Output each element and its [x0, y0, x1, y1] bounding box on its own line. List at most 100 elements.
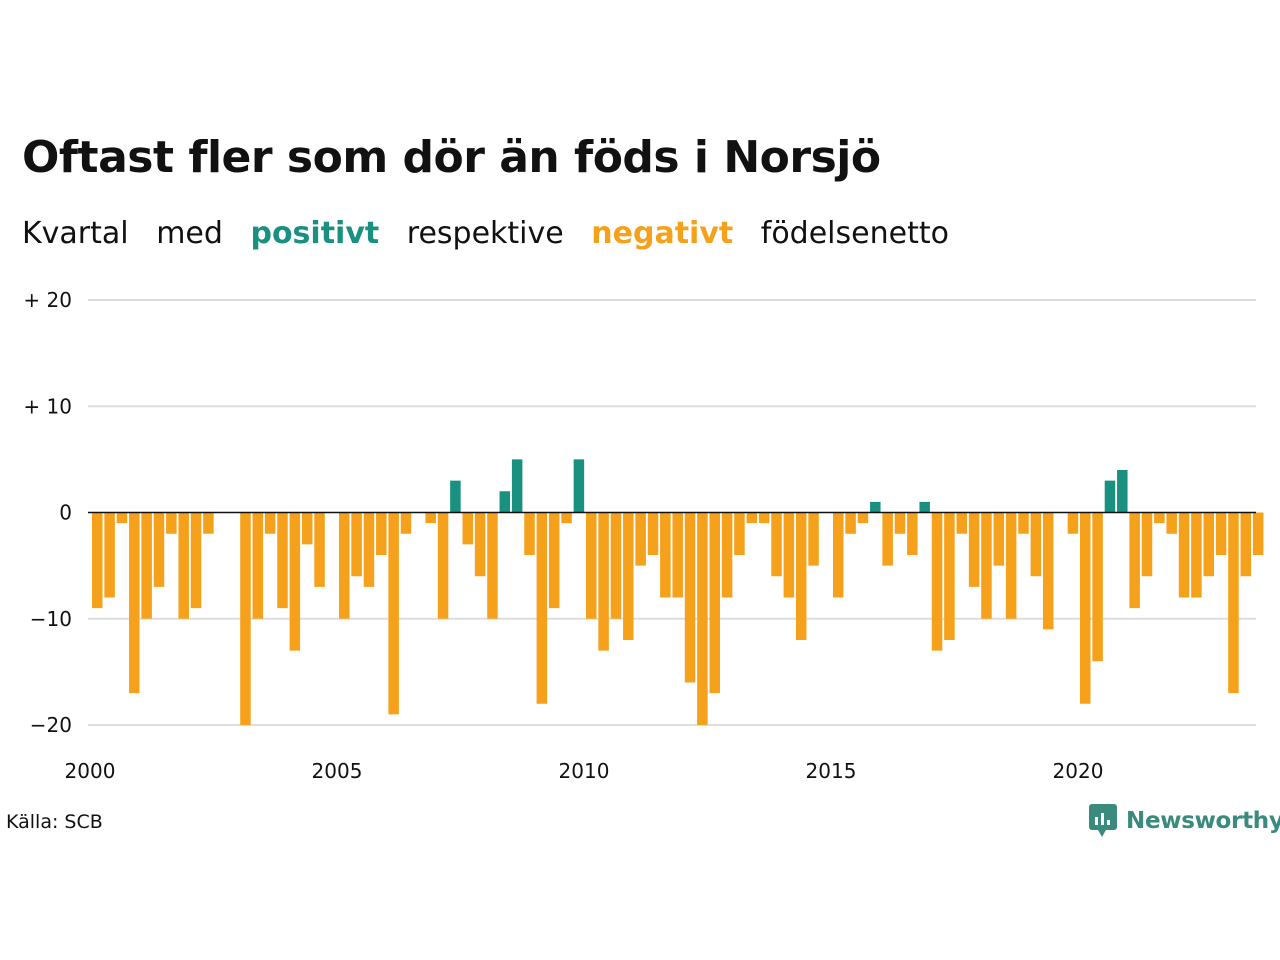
source-label: Källa: SCB	[6, 811, 103, 833]
bar	[536, 512, 548, 704]
bar	[203, 512, 214, 534]
bar	[870, 501, 881, 513]
bar	[795, 512, 807, 640]
bar	[981, 512, 992, 619]
subtitle-word: med	[156, 216, 223, 251]
bar	[857, 512, 869, 524]
bar	[1203, 512, 1214, 577]
y-tick-label: + 10	[23, 394, 72, 418]
bar	[907, 512, 918, 555]
bar	[314, 512, 325, 587]
bar	[1191, 512, 1202, 598]
bar	[610, 512, 622, 619]
bar	[1166, 512, 1177, 534]
bar	[240, 512, 251, 725]
bar	[833, 512, 844, 598]
bar	[178, 512, 189, 619]
x-tick-label: 2010	[559, 759, 610, 783]
bar	[524, 512, 535, 555]
bar	[190, 512, 202, 609]
bar	[746, 512, 758, 524]
subtitle-word: födelsenetto	[760, 216, 949, 251]
bar	[437, 512, 449, 619]
bar	[1215, 512, 1227, 555]
bar	[1240, 512, 1252, 577]
bar	[882, 512, 893, 566]
bar	[845, 512, 856, 534]
bar	[1030, 512, 1042, 577]
bar	[598, 512, 609, 651]
bar	[573, 459, 585, 513]
bar	[783, 512, 795, 598]
bar	[771, 512, 782, 577]
newsworthy-logo: Newsworthy	[1088, 803, 1280, 839]
bar	[1178, 512, 1190, 598]
bar	[586, 512, 597, 619]
bar	[647, 512, 659, 555]
bar	[660, 512, 671, 598]
chart-subtitle: Kvartal med positivt respektive negativt…	[22, 216, 967, 251]
bar	[474, 512, 486, 577]
subtitle-word: respektive	[406, 216, 564, 251]
y-tick-label: 0	[59, 501, 72, 525]
bar	[499, 491, 511, 513]
subtitle-negative-label: negativt	[591, 216, 734, 251]
bar	[1141, 512, 1153, 577]
subtitle-word: Kvartal	[22, 216, 129, 251]
bar	[808, 512, 819, 566]
bar	[289, 512, 301, 651]
bar	[141, 512, 152, 619]
chart-title: Oftast fler som dör än föds i Norsjö	[22, 132, 881, 183]
bar	[462, 512, 473, 545]
subtitle-positive-label: positivt	[250, 216, 380, 251]
bar	[129, 512, 140, 694]
bar	[264, 512, 276, 534]
bar	[1005, 512, 1017, 619]
bar	[684, 512, 696, 683]
bar	[153, 512, 165, 587]
bar	[301, 512, 313, 545]
bar	[672, 512, 683, 598]
bar	[1129, 512, 1140, 609]
x-tick-label: 2005	[312, 759, 363, 783]
bar	[1117, 470, 1128, 513]
bar	[450, 480, 461, 513]
bar	[400, 512, 412, 534]
bar	[339, 512, 350, 619]
bar	[363, 512, 375, 587]
bar	[376, 512, 387, 555]
bar	[561, 512, 572, 524]
y-tick-label: −20	[30, 713, 72, 737]
y-tick-label: −10	[30, 607, 72, 631]
bar	[944, 512, 955, 640]
bar	[919, 501, 930, 513]
bar	[931, 512, 943, 651]
bar	[166, 512, 177, 534]
bar	[1228, 512, 1239, 694]
bar	[425, 512, 436, 524]
bar	[1080, 512, 1091, 704]
bar	[1154, 512, 1165, 524]
bar	[894, 512, 906, 534]
bar	[1042, 512, 1054, 630]
bar	[1067, 512, 1079, 534]
x-tick-label: 2015	[806, 759, 857, 783]
bar	[116, 512, 128, 524]
bar	[697, 512, 708, 725]
bar	[721, 512, 733, 598]
bar	[92, 512, 103, 609]
x-tick-label: 2020	[1053, 759, 1104, 783]
bar	[993, 512, 1005, 566]
bar	[487, 512, 498, 619]
bar	[1104, 480, 1116, 513]
bar	[635, 512, 646, 566]
bar	[351, 512, 362, 577]
bar	[709, 512, 720, 694]
bar	[1252, 512, 1264, 555]
bar	[104, 512, 115, 598]
bar	[252, 512, 264, 619]
newsworthy-logo-icon	[1089, 804, 1117, 837]
bar	[388, 512, 399, 715]
bar	[623, 512, 634, 640]
